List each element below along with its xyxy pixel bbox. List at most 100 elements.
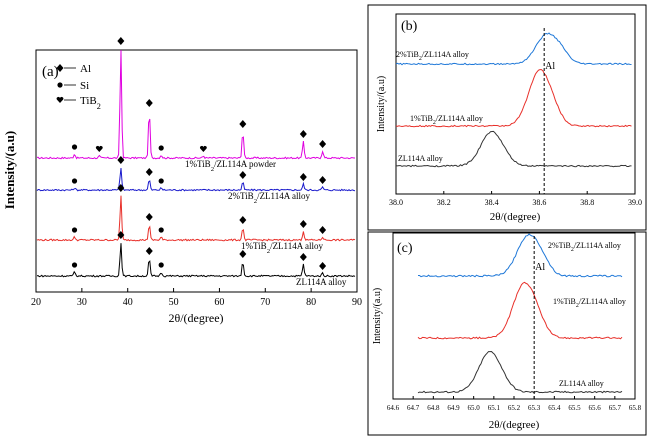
panel-a-peak-diamond-marker bbox=[319, 176, 327, 184]
panel-a-series-line bbox=[36, 195, 356, 242]
panel-a-x-tick-label: 90 bbox=[352, 297, 362, 308]
panel-a-peak-circle-marker bbox=[71, 178, 78, 184]
panel-c-x-tick-label: 65.0 bbox=[468, 404, 481, 412]
panel-a-series-line bbox=[36, 50, 355, 160]
panel-b-x-tick-label: 38.0 bbox=[389, 198, 403, 207]
panel-c-series-line bbox=[418, 233, 623, 278]
panel-c-series-label: 1%TiB2/ZL114A alloy bbox=[553, 297, 626, 309]
panel-a-x-tick-label: 40 bbox=[123, 297, 133, 308]
panel-a-peak-diamond-marker bbox=[117, 156, 125, 164]
panel-c-series-line bbox=[417, 350, 623, 394]
panel-b-plot-frame bbox=[395, 13, 636, 195]
panel-a-x-tick-label: 50 bbox=[169, 297, 179, 308]
panel-a-series-label: 2%TiB2/ZL114A alloy bbox=[228, 191, 310, 205]
panel-a-legend-heart-symbol bbox=[56, 96, 64, 103]
panel-a-y-axis-title: Intensity/(a.u) bbox=[2, 131, 17, 209]
panel-a-x-tick-label: 30 bbox=[77, 297, 87, 308]
panel-a-x-tick-label: 60 bbox=[214, 297, 224, 308]
panel-b-x-axis: 38.0 38.2 38.4 38.6 38.8 39.0 bbox=[389, 191, 642, 207]
panel-a-legend: Al Si TiB2 bbox=[56, 63, 101, 111]
panel-b-x-tick-label: 38.8 bbox=[580, 198, 594, 207]
panel-a-plot-frame bbox=[35, 49, 358, 293]
panel-b-x-tick-label: 38.2 bbox=[437, 198, 451, 207]
panel-a-peak-circle-marker bbox=[71, 262, 78, 268]
panel-a-peak-diamond-marker bbox=[299, 253, 307, 261]
panel-b-x-tick-label: 39.0 bbox=[628, 198, 642, 207]
panel-a-series-label: ZL114A alloy bbox=[296, 277, 347, 287]
panel-a-peak-diamond-marker bbox=[299, 220, 307, 228]
panel-c-y-axis-title: Intensity/(a.u) bbox=[372, 288, 383, 344]
panel-c-label: (c) bbox=[397, 241, 413, 256]
panel-a-legend-label: Si bbox=[80, 80, 89, 92]
panel-c-x-tick-label: 65.8 bbox=[629, 404, 642, 412]
panel-a-peak-heart-marker bbox=[200, 145, 207, 152]
panel-a-peak-diamond-marker bbox=[239, 216, 247, 224]
panel-a-peak-diamond-marker bbox=[239, 120, 247, 128]
panel-a-peak-diamond-marker bbox=[117, 231, 125, 239]
panel-c-x-axis-title: 2θ/(degree) bbox=[489, 419, 540, 431]
panel-b-x-axis-title: 2θ/(degree) bbox=[490, 211, 541, 223]
panel-c-x-tick-label: 65.4 bbox=[548, 404, 561, 412]
panel-a-peak-diamond-marker bbox=[299, 130, 307, 138]
panel-b: (b) 38.0 38.2 38.4 38.6 38.8 39.0 2%TiB2/ZL11… bbox=[367, 4, 647, 231]
panel-c: (c) 64.6 64.7 64.8 64.9 65.0 65.1 65.2 65.3 65.4… bbox=[367, 231, 647, 436]
panel-a-peak-diamond-marker bbox=[319, 262, 327, 270]
panel-b-reference-label: Al bbox=[545, 61, 555, 72]
panel-c-frame bbox=[367, 231, 647, 436]
panel-a-peak-circle-marker bbox=[158, 227, 164, 233]
panel-a-legend-circle-symbol bbox=[57, 82, 63, 88]
panel-a-series-line bbox=[36, 168, 356, 192]
panel-b-y-axis-title: Intensity/(a.u) bbox=[376, 76, 387, 132]
panel-a-peak-diamond-marker bbox=[299, 173, 307, 181]
panel-a-peak-circle-marker bbox=[71, 144, 78, 150]
panel-b-x-tick-label: 38.6 bbox=[532, 198, 546, 207]
panel-c-x-tick-label: 65.2 bbox=[508, 404, 521, 412]
panel-b-series-line bbox=[395, 32, 632, 66]
panel-c-x-tick-label: 64.9 bbox=[447, 404, 460, 412]
panel-c-x-axis: 64.6 64.7 64.8 64.9 65.0 65.1 65.2 65.3 65.4 65.5… bbox=[387, 396, 642, 412]
panel-c-x-tick-label: 65.5 bbox=[568, 404, 581, 412]
panel-b-series-label: 1%TiB2/ZL114A alloy bbox=[410, 114, 483, 126]
panel-a-x-tick-label: 20 bbox=[31, 297, 41, 308]
panel-c-x-tick-label: 64.8 bbox=[427, 404, 440, 412]
panel-b-label: (b) bbox=[401, 19, 418, 34]
panel-c-series: 2%TiB2/ZL114A alloy 1%TiB2/ZL114A alloy ZL… bbox=[417, 233, 626, 399]
panel-b-series-label: 2%TiB2/ZL114A alloy bbox=[396, 50, 469, 62]
panel-a-legend-label: Al bbox=[80, 63, 91, 75]
panel-a-x-axis-title: 2θ/(degree) bbox=[168, 311, 223, 325]
panel-a-peak-diamond-marker bbox=[319, 140, 327, 148]
panel-c-series-line bbox=[417, 281, 623, 340]
panel-a-label: (a) bbox=[42, 64, 59, 80]
panel-a-peak-circle-marker bbox=[158, 178, 164, 184]
panel-a-peak-diamond-marker bbox=[145, 213, 153, 221]
panel-b-frame bbox=[367, 4, 647, 231]
panel-c-x-tick-label: 65.1 bbox=[488, 404, 501, 412]
panel-a-series-label: 1%TiB2/ZL114A alloy bbox=[241, 241, 323, 255]
panel-a-x-axis: 20 30 40 50 60 70 80 90 bbox=[31, 288, 362, 308]
panel-a-peak-diamond-marker bbox=[145, 99, 153, 107]
panel-a-peak-heart-marker bbox=[95, 145, 103, 152]
panel-b-series-label: ZL114A alloy bbox=[398, 154, 443, 163]
panel-b-series-line bbox=[395, 130, 632, 168]
panel-a-peak-diamond-marker bbox=[145, 168, 153, 176]
panel-c-x-tick-label: 65.6 bbox=[589, 404, 602, 412]
panel-c-x-tick-label: 65.3 bbox=[528, 404, 541, 412]
panel-c-reference-label: Al bbox=[535, 262, 545, 273]
panel-c-x-tick-label: 64.6 bbox=[387, 404, 400, 412]
panel-a-legend-diamond-symbol bbox=[56, 64, 64, 72]
panel-a-peak-circle-marker bbox=[71, 227, 78, 233]
panel-c-x-tick-label: 64.7 bbox=[407, 404, 420, 412]
panel-b-series: 2%TiB2/ZL114A alloy 1%TiB2/ZL114A alloy ZL… bbox=[395, 28, 632, 194]
panel-c-x-tick-label: 65.7 bbox=[609, 404, 622, 412]
panel-b-x-tick-label: 38.4 bbox=[485, 198, 499, 207]
panel-b-series-line bbox=[395, 69, 632, 128]
panel-a-peak-circle-marker bbox=[158, 145, 164, 151]
panel-a-x-tick-label: 70 bbox=[260, 297, 270, 308]
panel-a: (a) Al Si TiB2 20 30 40 50 60 70 80 90 1%TiB2/ZL1… bbox=[2, 37, 362, 325]
panel-a-peak-diamond-marker bbox=[145, 247, 153, 255]
panel-c-series-label: ZL114A alloy bbox=[559, 379, 604, 388]
panel-a-peak-diamond-marker bbox=[117, 184, 125, 192]
panel-a-peak-diamond-marker bbox=[319, 226, 327, 234]
panel-a-series-line bbox=[36, 243, 356, 278]
